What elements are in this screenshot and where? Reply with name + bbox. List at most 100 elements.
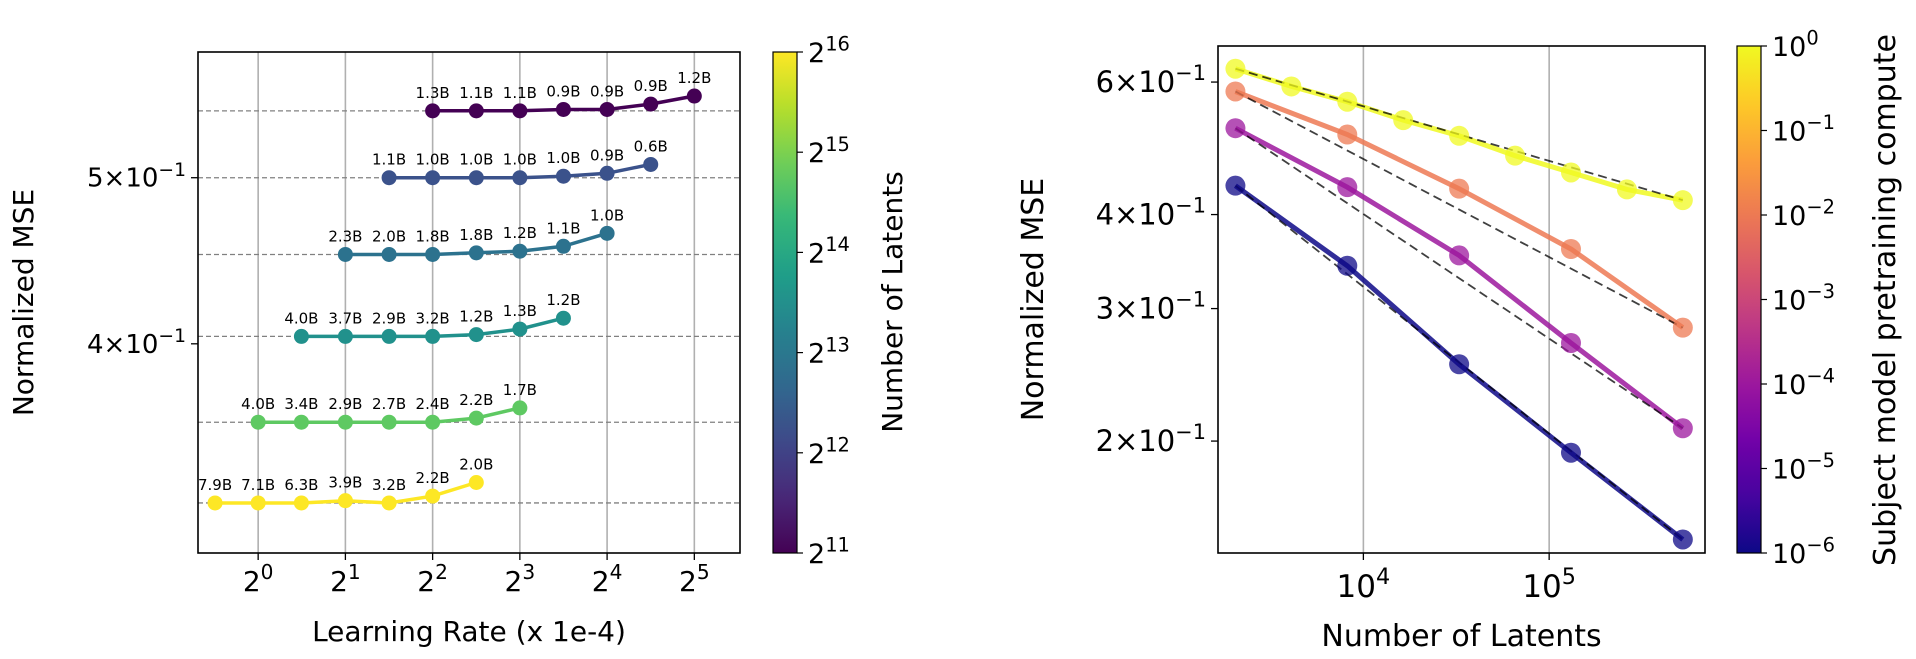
left-data-label: 1.1B [372,151,406,169]
right-data-point [1281,76,1302,97]
left-data-label: 2.0B [372,227,406,245]
left-data-point [599,165,615,181]
left-data-point [555,238,571,254]
left-data-point [599,225,615,241]
right-data-point [1449,354,1470,375]
left-data-label: 2.9B [328,395,362,413]
left-data-point [425,103,441,119]
right-data-point [1225,118,1246,139]
left-y-tick-label: 4×10−1 [87,326,186,360]
left-data-label: 1.1B [459,84,493,102]
left-data-label: 0.9B [590,82,624,100]
left-data-label: 0.6B [634,137,668,155]
right-x-axis-label: Number of Latents [1321,619,1601,654]
right-data-point [1449,245,1470,266]
right-colorbar-tick-label: 10−1 [1772,111,1835,147]
left-data-point [381,328,397,344]
right-data-point [1560,442,1581,463]
right-y-axis-label: Normalized MSE [1016,178,1051,422]
left-data-point [555,101,571,117]
left-data-point [468,410,484,426]
left-data-point [468,170,484,186]
right-colorbar-tick-label: 10−3 [1772,280,1835,316]
left-data-point [250,414,266,430]
left-colorbar-tick-label: 211 [808,534,850,570]
right-fit-dashed-line [1235,90,1684,329]
left-data-point [468,245,484,261]
left-data-label: 3.9B [328,474,362,492]
left-x-tick-label: 20 [243,560,274,598]
left-data-label: 1.2B [546,291,580,309]
left-x-tick-label: 25 [679,560,710,598]
left-data-label: 1.3B [416,84,450,102]
right-data-point [1672,317,1693,338]
left-colorbar-tick-label: 213 [808,333,850,369]
left-data-label: 4.0B [241,395,275,413]
left-data-label: 1.0B [459,151,493,169]
right-chart-panel: 104 105 2×10−1 3×10−1 4×10−1 6×10−1 Number of … [1016,27,1903,654]
right-data-point [1560,162,1581,183]
left-data-label: 1.8B [416,227,450,245]
right-data-point [1337,177,1358,198]
right-colorbar-label: Subject model pretraining compute [1868,34,1903,566]
right-colorbar-tick-label: 10−2 [1772,196,1835,232]
left-data-point [337,493,353,509]
right-y-tick-label: 4×10−1 [1096,193,1206,231]
right-x-tick-label: 104 [1337,564,1391,605]
left-data-point [512,103,528,119]
left-x-tick-label: 23 [505,560,536,598]
left-colorbar [772,51,798,554]
left-data-point [337,328,353,344]
right-data-point [1560,333,1581,354]
left-data-point [337,246,353,262]
right-data-point [1337,255,1358,276]
left-data-label: 3.4B [284,395,318,413]
left-x-tick-label: 24 [592,560,623,598]
left-data-label: 1.3B [503,302,537,320]
right-data-point [1337,91,1358,112]
left-data-point [337,414,353,430]
left-data-point [381,495,397,511]
left-data-point [512,400,528,416]
right-colorbar-tick-label: 10−4 [1772,365,1835,401]
left-data-label: 1.1B [503,84,537,102]
right-y-tick-label: 6×10−1 [1096,61,1206,99]
left-data-label: 1.2B [503,224,537,242]
left-data-point [425,328,441,344]
right-data-point [1337,124,1358,145]
left-data-point [293,328,309,344]
left-data-label: 1.0B [416,151,450,169]
right-colorbar-tick-label: 10−5 [1772,449,1835,485]
left-data-label: 1.0B [503,151,537,169]
right-data-point [1672,529,1693,550]
left-colorbar-tick-label: 212 [808,433,850,469]
left-data-point [468,475,484,491]
left-colorbar-tick-label: 215 [808,133,850,169]
left-data-point [425,488,441,504]
left-data-point [512,321,528,337]
right-colorbar-tick-label: 100 [1772,27,1819,63]
left-chart-panel: 1.3B 1.1B 1.1B 0.9B 0.9B 0.9B 1.2B 1.1B 1.0B 1.0B… [7,33,909,648]
right-data-point [1672,418,1693,439]
left-data-label: 2.7B [372,395,406,413]
left-data-label: 7.1B [241,476,275,494]
left-data-label: 0.9B [546,82,580,100]
left-data-point [512,243,528,259]
left-data-label: 4.0B [284,309,318,327]
right-data-point [1505,145,1526,166]
left-data-label: 1.2B [459,308,493,326]
left-data-label: 2.3B [328,227,362,245]
right-fit-dashed-line [1235,67,1684,202]
left-data-point [555,310,571,326]
left-data-point [207,495,223,511]
left-data-point [468,327,484,343]
left-x-tick-label: 22 [417,560,448,598]
left-data-point [293,495,309,511]
right-data-point [1449,178,1470,199]
left-colorbar-tick-label: 214 [808,233,850,269]
left-y-tick-label: 5×10−1 [87,160,186,194]
left-x-axis-label: Learning Rate (x 1e-4) [312,615,626,648]
left-data-label: 7.9B [198,476,232,494]
left-x-tick-label: 21 [330,560,361,598]
